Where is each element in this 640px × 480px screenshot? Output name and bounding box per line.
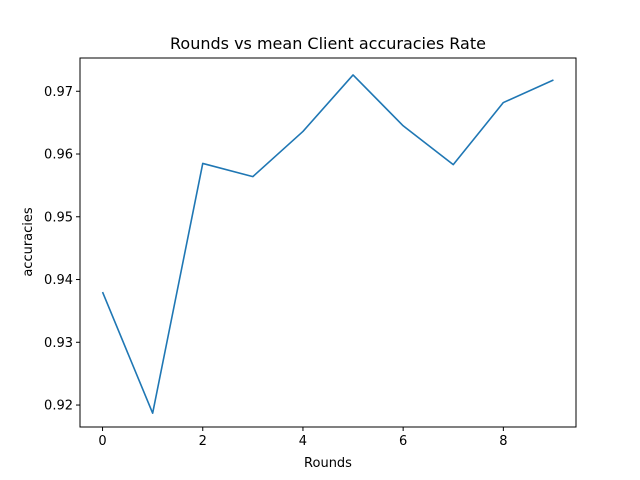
x-tick-label: 0 xyxy=(98,434,106,449)
x-tick-label: 2 xyxy=(199,434,207,449)
plot-frame xyxy=(79,57,577,428)
x-tick-label: 6 xyxy=(399,434,407,449)
series-line-0 xyxy=(101,74,554,414)
y-tick-label: 0.93 xyxy=(44,336,73,351)
y-axis-label: accuracies xyxy=(21,207,36,277)
x-tick-label: 8 xyxy=(499,434,507,449)
y-tick-label: 0.97 xyxy=(44,85,73,100)
chart-title: Rounds vs mean Client accuracies Rate xyxy=(170,34,486,53)
x-tick-label: 4 xyxy=(299,434,307,449)
plot-area: 0 2 4 6 8 0.92 0.93 0.94 0.95 0.96 0.97 xyxy=(44,57,577,449)
x-axis-label: Rounds xyxy=(304,456,352,471)
y-tick-label: 0.92 xyxy=(44,399,73,414)
y-tick-label: 0.95 xyxy=(44,210,73,225)
y-tick-label: 0.94 xyxy=(44,273,73,288)
y-tick-label: 0.96 xyxy=(44,148,73,163)
